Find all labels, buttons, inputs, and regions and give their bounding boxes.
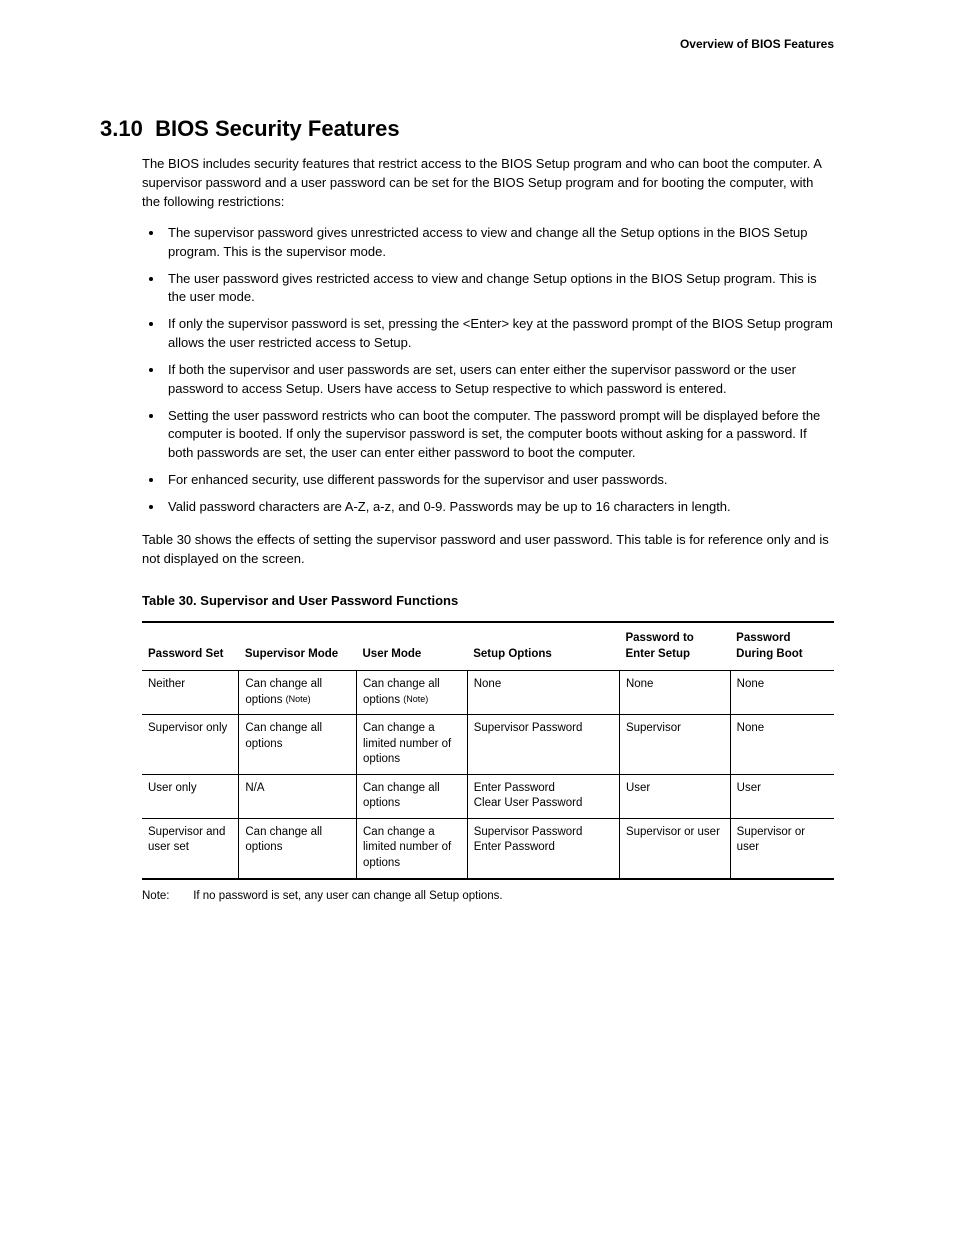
list-item: For enhanced security, use different pas… [164,471,834,490]
cell-password-set: User only [142,774,239,818]
cell-supervisor-mode: Can change all options [239,715,357,775]
note-marker: (Note) [403,694,428,704]
password-functions-table: Password Set Supervisor Mode User Mode S… [142,621,834,879]
cell-password-enter: Supervisor [619,715,730,775]
table-row: Supervisor only Can change all options C… [142,715,834,775]
cell-password-boot: Supervisor or user [730,818,834,878]
cell-setup-options: Supervisor Password [467,715,619,775]
cell-setup-options: Supervisor PasswordEnter Password [467,818,619,878]
cell-setup-options: None [467,671,619,715]
cell-user-mode: Can change a limited number of options [357,818,468,878]
footnote-label: Note: [142,888,190,905]
section-heading: 3.10 BIOS Security Features [100,113,834,145]
list-item: Valid password characters are A-Z, a-z, … [164,498,834,517]
cell-user-mode: Can change all options (Note) [357,671,468,715]
section-number: 3.10 [100,116,143,141]
running-header: Overview of BIOS Features [100,36,834,53]
table-header-row: Password Set Supervisor Mode User Mode S… [142,622,834,671]
list-item: The supervisor password gives unrestrict… [164,224,834,262]
note-marker: (Note) [286,694,311,704]
cell-password-boot: User [730,774,834,818]
footnote-text: If no password is set, any user can chan… [193,890,502,902]
cell-password-set: Supervisor only [142,715,239,775]
cell-password-set: Neither [142,671,239,715]
cell-user-mode: Can change all options [357,774,468,818]
cell-password-boot: None [730,671,834,715]
table-row: Neither Can change all options (Note) Ca… [142,671,834,715]
section-title: BIOS Security Features [155,116,400,141]
col-header-supervisor-mode: Supervisor Mode [239,622,357,671]
table-caption: Table 30. Supervisor and User Password F… [142,592,834,611]
col-header-password-set: Password Set [142,622,239,671]
col-header-password-enter: Password to Enter Setup [619,622,730,671]
table-footnote: Note: If no password is set, any user ca… [142,888,834,905]
document-page: Overview of BIOS Features 3.10 BIOS Secu… [0,0,954,1235]
table-row: Supervisor and user set Can change all o… [142,818,834,878]
cell-setup-options: Enter PasswordClear User Password [467,774,619,818]
cell-password-enter: None [619,671,730,715]
cell-password-set: Supervisor and user set [142,818,239,878]
cell-supervisor-mode: Can change all options [239,818,357,878]
cell-password-enter: Supervisor or user [619,818,730,878]
list-item: If only the supervisor password is set, … [164,315,834,353]
cell-supervisor-mode: Can change all options (Note) [239,671,357,715]
cell-supervisor-mode: N/A [239,774,357,818]
intro-paragraph: The BIOS includes security features that… [142,155,834,212]
table-row: User only N/A Can change all options Ent… [142,774,834,818]
col-header-setup-options: Setup Options [467,622,619,671]
cell-password-enter: User [619,774,730,818]
table-body: Neither Can change all options (Note) Ca… [142,671,834,879]
list-item: Setting the user password restricts who … [164,407,834,464]
cell-password-boot: None [730,715,834,775]
section-body: The BIOS includes security features that… [142,155,834,904]
list-item: If both the supervisor and user password… [164,361,834,399]
col-header-password-boot: Password During Boot [730,622,834,671]
bullet-list: The supervisor password gives unrestrict… [142,224,834,517]
cell-user-mode: Can change a limited number of options [357,715,468,775]
col-header-user-mode: User Mode [357,622,468,671]
list-item: The user password gives restricted acces… [164,270,834,308]
outro-paragraph: Table 30 shows the effects of setting th… [142,531,834,569]
